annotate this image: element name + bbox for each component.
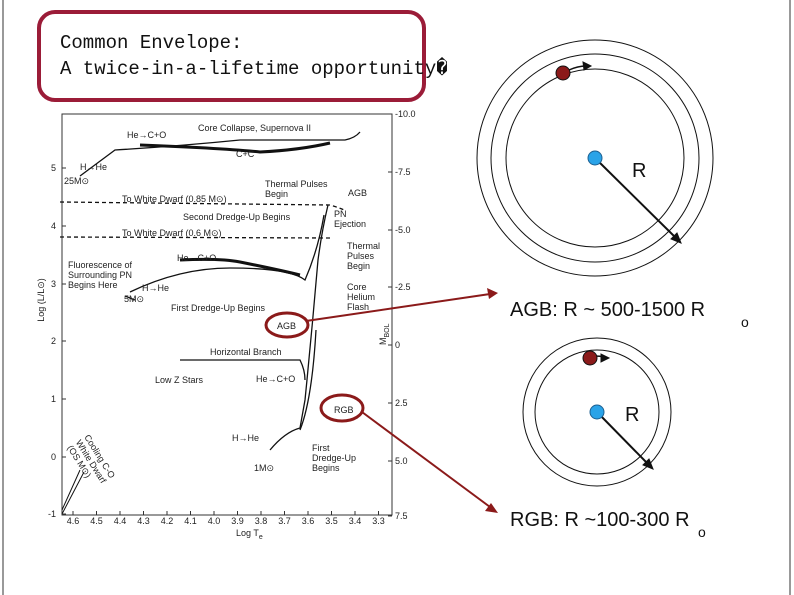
y2-axis-title: MBOL xyxy=(378,323,391,345)
annotation: Low Z Stars xyxy=(155,375,204,385)
annotation: First xyxy=(312,443,330,453)
annotation: He→C+O xyxy=(177,253,216,263)
x-tick-label: 3.5 xyxy=(325,516,338,526)
y2-tick-label: -5.0 xyxy=(395,225,411,235)
x-tick-label: 4.1 xyxy=(184,516,197,526)
title-box xyxy=(37,10,426,102)
annotation: Dredge-Up xyxy=(312,453,356,463)
subscript: o xyxy=(698,524,706,540)
subscript: o xyxy=(741,314,749,330)
y2-tick-label: 0 xyxy=(395,340,400,350)
x-tick-label: 3.6 xyxy=(302,516,315,526)
title: Common Envelope: xyxy=(60,32,242,54)
rgb-radius: RGB: R ~100-300 R xyxy=(510,509,690,531)
y2-tick-label: -2.5 xyxy=(395,282,411,292)
annotation: Ejection xyxy=(334,219,366,229)
y-tick-label: 3 xyxy=(51,279,56,289)
callout-arrows xyxy=(305,288,498,513)
agb-radius: AGB: R ~ 500-1500 R xyxy=(510,299,705,321)
title: A twice-in-a-lifetime opportunity� xyxy=(60,56,448,80)
annotation: 1M⊙ xyxy=(254,463,274,473)
x-tick-label: 4.4 xyxy=(114,516,127,526)
annotation: He→C+O xyxy=(127,130,166,140)
y-tick-label: 0 xyxy=(51,452,56,462)
axis-title-main: Log T xyxy=(236,528,259,538)
annotation: Horizontal Branch xyxy=(210,347,282,357)
annotation: RGB xyxy=(334,405,354,415)
annotation: Surrounding PN xyxy=(68,270,132,280)
x-tick-label: 4.3 xyxy=(137,516,150,526)
annotation: To White Dwarf (0.85 M⊙) xyxy=(122,194,227,204)
y-tick-label: 2 xyxy=(51,336,56,346)
annotation: H→He xyxy=(142,283,169,293)
x-tick-label: 3.8 xyxy=(255,516,268,526)
x-tick-label: 4.6 xyxy=(67,516,80,526)
annotation: PN xyxy=(334,209,347,219)
tracks xyxy=(59,131,361,515)
annotation: H→He xyxy=(80,162,107,172)
annotation: Core xyxy=(347,282,367,292)
giant-core xyxy=(587,150,603,166)
agb-circle xyxy=(264,311,310,339)
annotation: 5M⊙ xyxy=(124,294,144,304)
agb-orbit xyxy=(476,39,714,277)
giant-core xyxy=(589,404,605,420)
annotation: Begins Here xyxy=(68,280,118,290)
x-tick-label: 3.7 xyxy=(278,516,291,526)
radius-label: R xyxy=(632,160,646,182)
x-tick-label: 3.4 xyxy=(349,516,362,526)
annotation: Helium xyxy=(347,292,375,302)
x-tick-label: 3.3 xyxy=(372,516,385,526)
annotation: Thermal xyxy=(347,241,380,251)
x-tick-label: 4.2 xyxy=(161,516,174,526)
y2-tick-label: 7.5 xyxy=(395,511,408,521)
y2-tick-label: -10.0 xyxy=(395,109,416,119)
rgb-circle xyxy=(319,393,365,423)
x-axis-title: Log Te xyxy=(236,528,263,541)
x-tick-label: 4.0 xyxy=(208,516,221,526)
y2-tick-label: -7.5 xyxy=(395,167,411,177)
y-tick-label: 1 xyxy=(51,394,56,404)
annotation: Flash xyxy=(347,302,369,312)
annotation: Second Dredge-Up Begins xyxy=(183,212,291,222)
annotation: Pulses xyxy=(347,251,375,261)
annotation: Begin xyxy=(265,189,288,199)
annotation: Fluorescence of xyxy=(68,260,133,270)
y-tick-label: 4 xyxy=(51,221,56,231)
axis-title-main: M xyxy=(378,338,388,346)
annotation: First Dredge-Up Begins xyxy=(171,303,266,313)
annotation: C+C xyxy=(236,149,255,159)
annotation: Begins xyxy=(312,463,340,473)
y-axis-title: Log (L/L⊙) xyxy=(36,278,46,322)
annotation: Thermal Pulses xyxy=(265,179,328,189)
y-tick-label: 5 xyxy=(51,163,56,173)
x-tick-label: 4.5 xyxy=(90,516,103,526)
annotation: He→C+O xyxy=(256,374,295,384)
annotation: 25M⊙ xyxy=(64,176,89,186)
y-tick-label: -1 xyxy=(48,509,56,519)
x-tick-label: 3.9 xyxy=(231,516,244,526)
annotation: H→He xyxy=(232,433,259,443)
y2-tick-label: 2.5 xyxy=(395,398,408,408)
axis-title-sub: e xyxy=(259,534,263,541)
annotation: Begin xyxy=(347,261,370,271)
plot-frame xyxy=(61,113,393,516)
y2-tick-label: 5.0 xyxy=(395,456,408,466)
companion-star xyxy=(582,350,598,366)
annotation: Core Collapse, Supernova II xyxy=(198,123,311,133)
annotation: To White Dwarf (0.6 M⊙) xyxy=(122,228,222,238)
axis-title-sub: BOL xyxy=(384,323,391,337)
annotation: AGB xyxy=(348,188,367,198)
hr-diagram: 5 4 3 2 1 0 -1 -10.0 -7.5 -5.0 -2.5 0 2.5 5.0 7.5 4.6 4.… xyxy=(36,109,416,541)
radius-label: R xyxy=(625,404,639,426)
companion-star xyxy=(555,65,571,81)
annotation: AGB xyxy=(277,321,296,331)
